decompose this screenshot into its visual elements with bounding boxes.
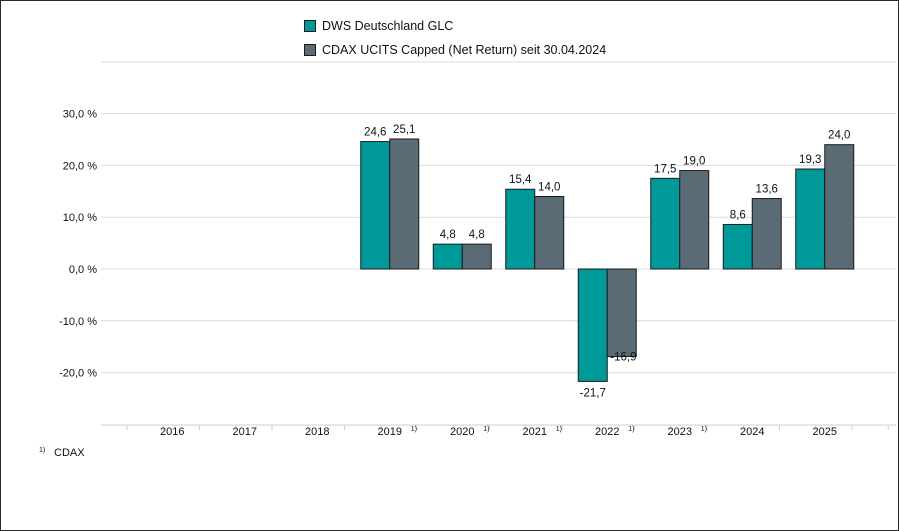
data-label-dws-2022: -21,7 [580,387,606,399]
data-label-cdax-2024: 13,6 [756,184,778,196]
data-label-cdax-2023: 19,0 [683,156,705,168]
bar-cdax-2021 [534,195,565,270]
y-tick-label-3: 0,0 % [69,264,97,276]
footnote-text: CDAX [54,447,85,459]
x-tick-footnote-2022: 1) [628,426,634,433]
x-tick-footnote-2019: 1) [411,426,417,433]
bar-cdax-2019 [389,138,420,270]
bar-dws-2023 [650,177,681,270]
x-tick-label-2024: 2024 [740,426,764,438]
legend-swatch-dws [304,20,316,32]
bar-dws-2025 [795,168,826,270]
x-tick-label-2018: 2018 [305,426,329,438]
legend-label-dws: DWS Deutschland GLC [322,19,454,33]
x-tick-label-2019: 2019 [378,426,402,438]
data-label-cdax-2022: -16,9 [610,352,636,364]
x-tick-label-2022: 2022 [595,426,619,438]
x-tick-label-2021: 2021 [523,426,547,438]
x-tick-label-2025: 2025 [813,426,837,438]
x-tick-label-2017: 2017 [233,426,257,438]
bar-dws-2020 [432,243,463,270]
data-label-dws-2020: 4,8 [440,229,456,241]
x-tick-label-2023: 2023 [668,426,692,438]
bar-cdax-2022 [606,268,637,358]
bar-cdax-2024 [751,198,782,270]
y-tick-label-5: -20,0 % [59,368,97,380]
x-tick-label-2020: 2020 [450,426,474,438]
data-label-dws-2023: 17,5 [654,163,676,175]
y-tick-label-2: 10,0 % [63,212,97,224]
footnote-marker: 1) [39,447,45,454]
data-label-cdax-2020: 4,8 [469,229,485,241]
bar-dws-2022 [577,268,608,382]
y-tick-label-0: 30,0 % [63,109,97,121]
legend-item-cdax: CDAX UCITS Capped (Net Return) seit 30.0… [304,38,606,62]
data-label-cdax-2021: 14,0 [538,181,560,193]
bar-dws-2024 [722,223,753,270]
y-tick-label-1: 20,0 % [63,160,97,172]
chart-legend: DWS Deutschland GLC CDAX UCITS Capped (N… [304,14,606,62]
legend-swatch-cdax [304,44,316,56]
bar-dws-2021 [505,188,536,270]
bar-cdax-2023 [679,170,710,270]
bar-cdax-2025 [824,144,855,270]
x-tick-footnote-2020: 1) [483,426,489,433]
bar-dws-2019 [360,141,391,270]
x-tick-label-2016: 2016 [160,426,184,438]
data-label-dws-2019: 24,6 [364,127,386,139]
y-tick-label-4: -10,0 % [59,316,97,328]
bar-cdax-2020 [461,243,492,270]
legend-item-dws: DWS Deutschland GLC [304,14,606,38]
data-label-cdax-2019: 25,1 [393,124,415,136]
data-label-dws-2021: 15,4 [509,174,532,186]
data-label-cdax-2025: 24,0 [828,130,850,142]
x-tick-footnote-2021: 1) [556,426,562,433]
legend-label-cdax: CDAX UCITS Capped (Net Return) seit 30.0… [322,43,607,57]
data-label-dws-2025: 19,3 [799,154,821,166]
data-label-dws-2024: 8,6 [730,209,746,221]
x-tick-footnote-2023: 1) [701,426,707,433]
